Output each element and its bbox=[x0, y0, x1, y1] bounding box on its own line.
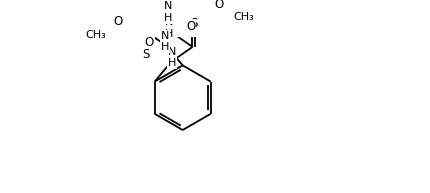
Text: O: O bbox=[114, 15, 123, 28]
Text: O: O bbox=[144, 36, 154, 49]
Text: N
H: N H bbox=[161, 31, 169, 52]
Text: CH₃: CH₃ bbox=[233, 12, 254, 22]
Text: O: O bbox=[215, 0, 224, 12]
Text: S: S bbox=[190, 17, 197, 30]
Text: O: O bbox=[186, 20, 195, 33]
Text: N
H: N H bbox=[164, 1, 173, 23]
Text: N
H: N H bbox=[165, 17, 173, 39]
Text: CH₃: CH₃ bbox=[86, 30, 106, 40]
Text: N
H: N H bbox=[168, 47, 176, 69]
Text: S: S bbox=[142, 48, 150, 61]
